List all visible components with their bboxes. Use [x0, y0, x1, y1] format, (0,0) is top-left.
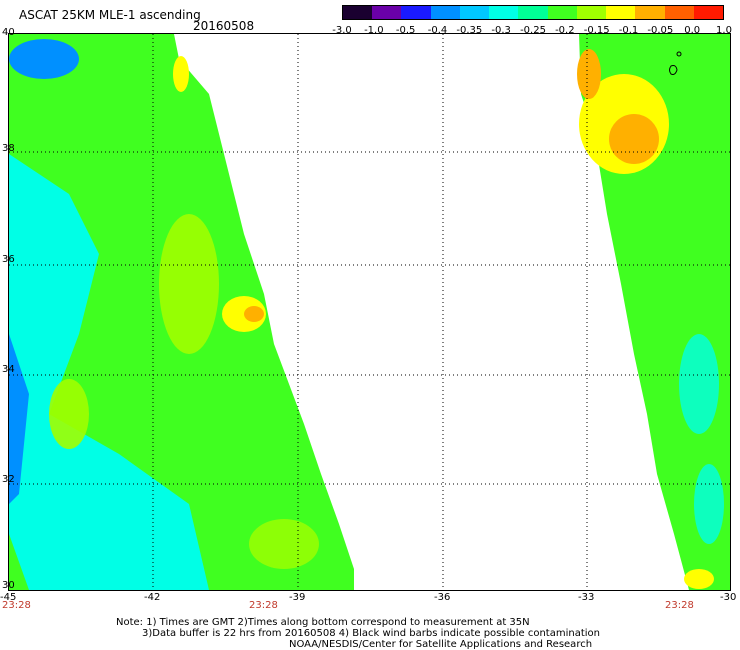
pass-time-right: 23:28: [665, 600, 694, 611]
left-swath-blue-corner: [9, 39, 79, 79]
right-swath-orange-edge: [577, 49, 601, 99]
left-swath-yellow-green-bottom: [249, 519, 319, 569]
right-swath-yellow-bottom: [684, 569, 714, 589]
lon-label-30: -30: [720, 592, 737, 603]
left-swath-yellow-top: [173, 56, 189, 92]
footer-credit: NOAA/NESDIS/Center for Satellite Applica…: [289, 639, 593, 650]
right-swath-cyan-lower: [694, 464, 724, 544]
colorbar-segment: [576, 6, 607, 19]
colorbar-segment: [430, 6, 460, 19]
left-swath-cyan-region: [9, 154, 209, 590]
lat-label-38: 38: [2, 143, 15, 154]
lat-label-36: 36: [2, 254, 15, 265]
colorbar-segment: [664, 6, 694, 19]
colorbar-label: -0.25: [520, 25, 546, 36]
colorbar-label: -0.2: [555, 25, 575, 36]
lon-label-42: -42: [144, 592, 161, 603]
colorbar-label: -0.3: [491, 25, 511, 36]
colorbar-label: -0.4: [427, 25, 448, 36]
colorbar-label: -0.15: [583, 25, 610, 36]
right-swath-orange-core: [609, 114, 659, 164]
colorbar-segment: [518, 6, 548, 19]
island-outline-small: [676, 51, 682, 57]
colorbar-label: -0.5: [395, 25, 416, 36]
footer-note-2: 3)Data buffer is 22 hrs from 20160508 4)…: [142, 628, 600, 639]
lon-label-36: -36: [434, 592, 451, 603]
lat-label-40: 40: [2, 27, 15, 38]
left-swath-yellow-green-patch: [49, 379, 89, 449]
colorbar-label: 0.0: [684, 25, 701, 36]
colorbar-segment: [489, 6, 519, 19]
pass-time-middle: 23:28: [249, 600, 278, 611]
colorbar-label: -1.0: [364, 25, 384, 36]
colorbar-label: -0.35: [456, 25, 483, 36]
swath-map-svg: [9, 34, 730, 590]
colorbar-segment: [401, 6, 431, 19]
colorbar-labels: -3.0 -1.0 -0.5 -0.4 -0.35 -0.3 -0.25 -0.2 -0.15-…: [0, 25, 740, 39]
colorbar-label: -0.05: [647, 25, 674, 36]
colorbar-segment: [459, 6, 490, 19]
colorbar-segment: [547, 6, 577, 19]
colorbar-segment: [693, 6, 724, 19]
lon-label-33: -33: [578, 592, 595, 603]
lat-label-32: 32: [2, 474, 15, 485]
footer-note-1: Note: 1) Times are GMT 2)Times along bot…: [116, 617, 530, 628]
colorbar: [342, 5, 724, 20]
colorbar-segment: [372, 6, 402, 19]
colorbar-label: -0.1: [618, 25, 639, 36]
lon-label-45: -45: [0, 592, 17, 603]
map-date: 20160508: [193, 19, 255, 33]
colorbar-segment: [606, 6, 636, 19]
colorbar-label: 1.0: [716, 25, 732, 36]
right-swath-cyan-patch: [679, 334, 719, 434]
map-title: ASCAT 25KM MLE-1 ascending: [19, 8, 201, 22]
pass-time-left: 23:28: [2, 600, 31, 611]
swath-map: [8, 33, 731, 591]
colorbar-segment: [343, 6, 373, 19]
island-outline: [669, 65, 678, 75]
colorbar-label: -3.0: [332, 25, 352, 36]
left-swath-orange-patch: [244, 306, 264, 322]
lat-label-30: 30: [2, 580, 15, 591]
lon-label-39: -39: [289, 592, 306, 603]
left-swath-blue-edge: [9, 334, 29, 504]
left-swath-yellow-green-band: [159, 214, 219, 354]
lat-label-34: 34: [2, 364, 15, 375]
colorbar-segment: [635, 6, 665, 19]
